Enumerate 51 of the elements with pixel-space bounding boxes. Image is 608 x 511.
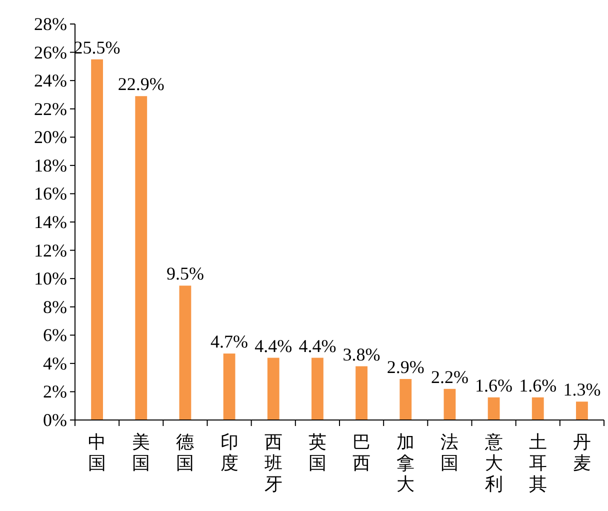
bar	[267, 358, 280, 420]
x-tick-label: 英国	[308, 432, 326, 473]
y-tick-label: 12%	[34, 240, 67, 260]
data-label: 25.5%	[74, 37, 120, 58]
x-tick-label: 印度	[220, 432, 238, 473]
y-tick-label: 0%	[43, 410, 67, 430]
y-tick-label: 8%	[43, 296, 67, 317]
bar	[532, 397, 544, 420]
data-label: 2.2%	[430, 366, 468, 387]
bar	[488, 397, 500, 420]
x-tick-label: 美国	[132, 432, 150, 473]
y-tick-label: 24%	[34, 70, 67, 91]
data-label: 4.4%	[298, 336, 336, 356]
data-label: 1.6%	[475, 375, 513, 396]
y-tick-label: 10%	[34, 268, 67, 289]
bar	[576, 402, 588, 420]
bar	[356, 366, 368, 420]
data-label: 4.4%	[254, 336, 292, 356]
x-tick-label: 土耳其	[528, 432, 547, 494]
y-tick-label: 26%	[34, 42, 67, 62]
bar	[223, 354, 236, 420]
data-label: 1.3%	[563, 380, 601, 400]
y-tick-label: 20%	[34, 127, 67, 148]
x-tick-label: 巴西	[352, 432, 371, 473]
x-tick-label: 加拿大	[396, 432, 415, 494]
y-tick-label: 4%	[43, 353, 67, 374]
bar	[179, 286, 192, 420]
x-tick-label: 德国	[176, 432, 194, 473]
y-tick-label: 16%	[34, 184, 67, 204]
data-label: 4.7%	[210, 332, 248, 352]
y-tick-label: 6%	[43, 325, 67, 346]
y-tick-label: 2%	[43, 382, 67, 402]
x-tick-label: 意大利	[484, 432, 503, 494]
data-label: 1.6%	[519, 375, 557, 396]
y-tick-label: 22%	[34, 98, 67, 119]
bar	[135, 96, 148, 420]
data-label: 2.9%	[386, 356, 424, 377]
data-label: 9.5%	[166, 264, 204, 284]
bar	[444, 388, 456, 420]
y-tick-label: 14%	[34, 212, 67, 232]
x-tick-label: 中国	[88, 432, 106, 473]
data-label: 22.9%	[118, 74, 164, 94]
bar	[400, 378, 412, 420]
bar	[312, 358, 324, 420]
data-label: 3.8%	[342, 344, 380, 364]
y-tick-label: 28%	[34, 14, 67, 34]
x-tick-label: 法国	[440, 432, 459, 473]
x-tick-label: 西班牙	[264, 432, 282, 494]
y-tick-label: 18%	[34, 155, 67, 176]
bar	[91, 59, 103, 420]
x-tick-label: 丹麦	[572, 432, 591, 473]
